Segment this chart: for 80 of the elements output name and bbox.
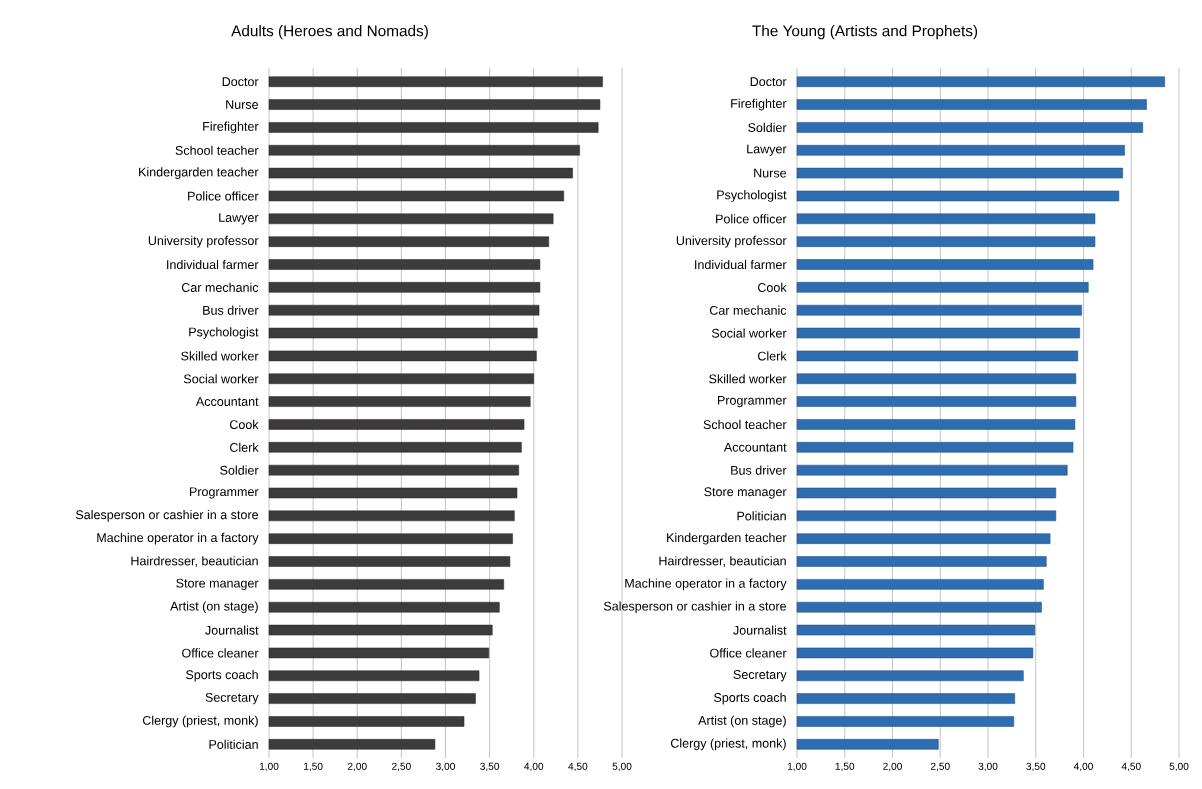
y-tick-label: Doctor	[222, 77, 259, 87]
y-tick-label: University professor	[676, 235, 787, 248]
y-tick-label: Psychologist	[717, 190, 787, 202]
y-tick-label: Machine operator in a factory	[625, 578, 787, 591]
y-tick-label: Accountant	[195, 397, 259, 406]
y-tick-label: Kindergarden teacher	[139, 167, 259, 179]
y-tick-label: Psychologist	[189, 327, 259, 339]
y-tick-label: Cook	[229, 419, 259, 430]
y-tick-label: Soldier	[220, 465, 259, 475]
y-tick-label: Hairdresser, beautician	[131, 556, 258, 567]
x-tick-label: 3,00	[436, 762, 455, 772]
y-tick-label: Salesperson or cashier in a store	[75, 510, 259, 522]
y-tick-label: Artist (on stage)	[170, 601, 258, 614]
x-tick-label: 2,00	[347, 762, 367, 772]
x-tick-label: 4,00	[1073, 762, 1093, 772]
y-tick-label: Skilled worker	[181, 351, 259, 361]
y-tick-label: Lawyer	[219, 213, 259, 225]
y-tick-label: Sports coach	[714, 692, 786, 705]
y-tick-label: Bus driver	[203, 305, 259, 315]
x-tick-label: 5,00	[1169, 762, 1189, 772]
x-tick-label: 2,00	[883, 762, 902, 772]
y-tick-label: Skilled worker	[709, 374, 787, 384]
y-tick-label: Car mechanic	[181, 282, 259, 292]
y-tick-label: Kindergarden teacher	[667, 532, 787, 545]
chart-title: The Young (Artists and Prophets)	[752, 25, 978, 40]
y-tick-label: Clerk	[757, 351, 787, 361]
y-tick-label: Lawyer	[747, 144, 787, 156]
y-tick-label: Individual farmer	[167, 259, 259, 270]
y-tick-label: Clergy (priest, monk)	[670, 738, 786, 751]
x-tick-label: 2,50	[930, 762, 950, 772]
x-tick-label: 3,50	[1026, 762, 1046, 772]
y-tick-label: Firefighter	[203, 121, 259, 134]
y-tick-label: Artist (on stage)	[698, 715, 786, 728]
y-tick-label: Machine operator in a factory	[97, 532, 259, 545]
y-tick-label: School teacher	[703, 419, 787, 430]
y-tick-label: Firefighter	[731, 98, 787, 111]
y-tick-label: Police officer	[716, 214, 787, 224]
y-tick-label: Hairdresser, beautician	[659, 556, 786, 567]
x-tick-label: 3,50	[480, 762, 500, 772]
y-tick-label: Nurse	[754, 168, 787, 178]
y-tick-label: Car mechanic	[709, 305, 787, 315]
y-tick-label: Office cleaner	[710, 648, 787, 658]
y-tick-label: Clergy (priest, monk)	[142, 715, 258, 728]
y-tick-label: University professor	[148, 235, 259, 248]
y-tick-label: Programmer	[717, 395, 787, 408]
y-tick-label: Programmer	[189, 487, 259, 499]
y-tick-label: Soldier	[748, 122, 787, 133]
y-tick-label: Office cleaner	[182, 648, 259, 658]
x-tick-label: 2,50	[392, 762, 411, 772]
y-tick-label: Doctor	[750, 77, 787, 87]
x-tick-label: 4,50	[568, 762, 588, 772]
y-tick-label: Cook	[757, 282, 787, 292]
x-tick-label: 1,00	[259, 762, 279, 772]
y-tick-label: Journalist	[733, 625, 787, 635]
y-tick-label: Secretary	[733, 670, 787, 682]
x-tick-label: 1,50	[835, 762, 855, 772]
y-tick-label: Police officer	[188, 191, 259, 201]
y-tick-label: Politician	[737, 511, 786, 521]
y-tick-label: Clerk	[229, 442, 259, 452]
y-tick-label: Bus driver	[731, 465, 787, 475]
x-tick-label: 4,00	[524, 762, 544, 772]
y-tick-label: Sports coach	[186, 669, 258, 682]
y-tick-label: Social worker	[711, 328, 787, 338]
y-tick-label: Store manager	[176, 578, 259, 591]
y-tick-label: Salesperson or cashier in a store	[603, 601, 787, 614]
x-tick-label: 4,50	[1121, 762, 1141, 772]
x-tick-label: 3,00	[978, 762, 998, 772]
y-tick-label: Store manager	[704, 487, 787, 499]
y-tick-label: Nurse	[226, 100, 259, 109]
y-tick-label: Secretary	[205, 692, 259, 705]
y-tick-label: School teacher	[175, 145, 259, 155]
chart-title: Adults (Heroes and Nomads)	[231, 25, 428, 40]
y-tick-label: Individual farmer	[695, 259, 787, 270]
x-tick-label: 1,00	[787, 762, 807, 772]
x-tick-label: 1,50	[304, 762, 323, 772]
y-tick-label: Journalist	[205, 625, 259, 635]
y-tick-label: Politician	[209, 739, 258, 749]
y-tick-label: Social worker	[183, 374, 259, 384]
x-tick-label: 5,00	[612, 762, 632, 772]
y-tick-label: Accountant	[723, 442, 787, 452]
